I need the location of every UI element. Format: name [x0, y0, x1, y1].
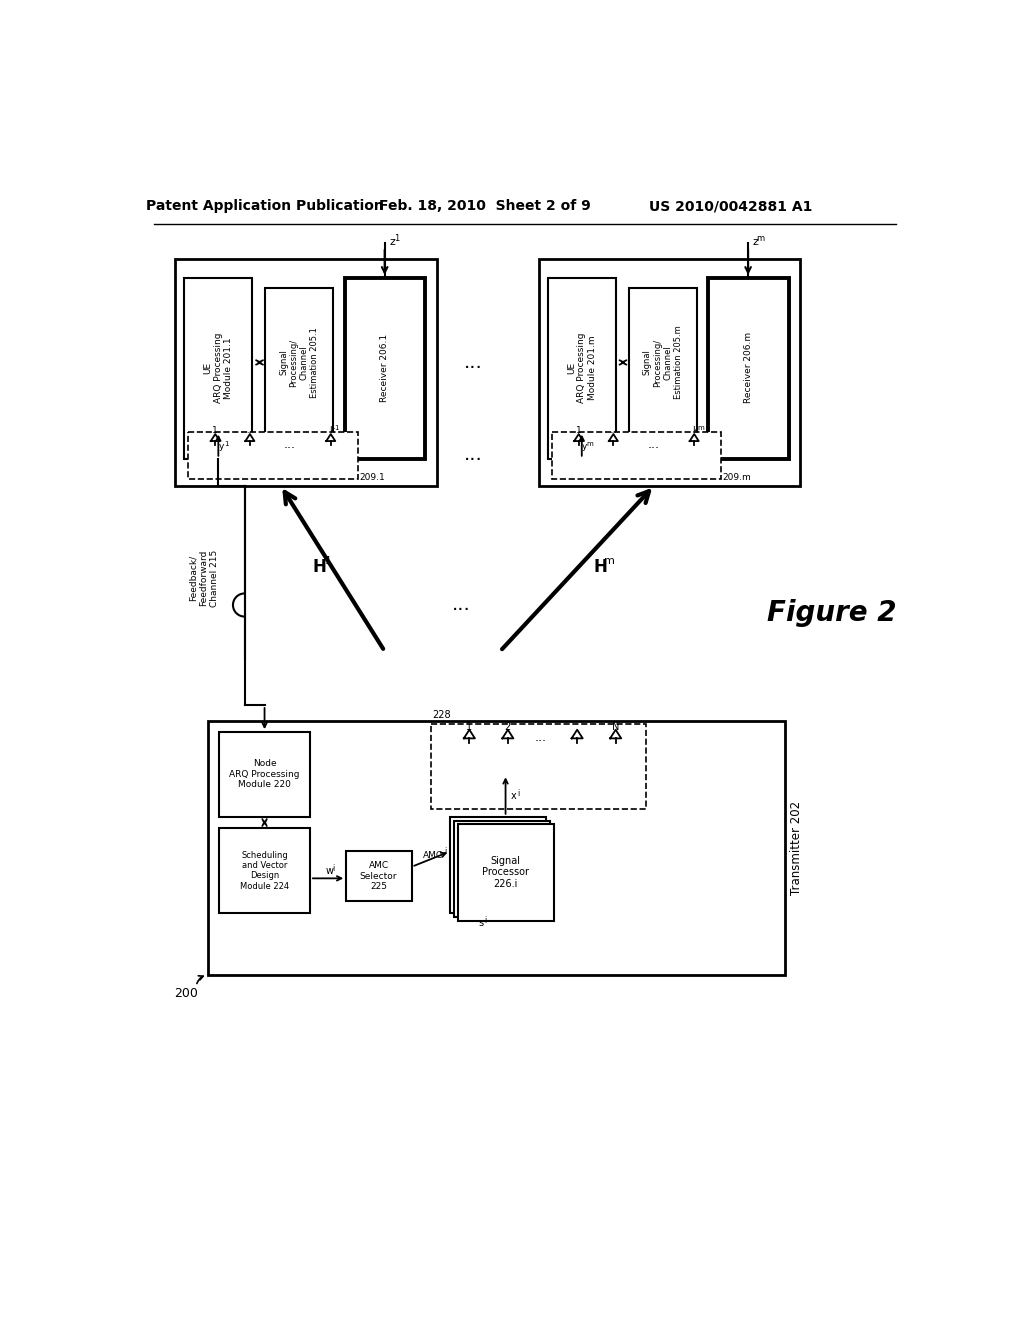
Text: 1: 1 — [575, 426, 582, 434]
Text: 2: 2 — [505, 722, 511, 731]
Text: s: s — [478, 917, 483, 928]
Text: Receiver 206.m: Receiver 206.m — [743, 333, 753, 404]
Text: Signal
Processor
226.i: Signal Processor 226.i — [482, 855, 529, 888]
Bar — [345, 277, 425, 459]
Text: ...: ... — [453, 595, 471, 615]
Text: Patent Application Publication: Patent Application Publication — [146, 199, 384, 213]
Text: ...: ... — [284, 438, 296, 451]
Text: H: H — [312, 557, 327, 576]
Text: y: y — [583, 442, 588, 451]
Text: i: i — [517, 789, 520, 799]
Text: Signal
Processing/
Channel
Estimation 205.m: Signal Processing/ Channel Estimation 20… — [642, 326, 683, 400]
Text: i: i — [444, 847, 446, 855]
Bar — [539, 259, 801, 486]
Text: ...: ... — [246, 426, 254, 434]
Text: UE
ARQ Processing
Module 201.m: UE ARQ Processing Module 201.m — [567, 333, 597, 403]
Bar — [454, 821, 550, 917]
Text: 209.m: 209.m — [723, 474, 752, 482]
Text: ...: ... — [464, 352, 482, 372]
Bar — [219, 733, 310, 817]
Bar — [265, 288, 333, 438]
Text: 1: 1 — [224, 441, 228, 447]
Bar — [451, 817, 547, 913]
Text: i: i — [484, 916, 486, 925]
Text: Transmitter 202: Transmitter 202 — [791, 800, 803, 895]
Text: i: i — [333, 863, 335, 873]
Text: k: k — [692, 426, 697, 434]
Text: AMC: AMC — [423, 851, 443, 859]
Bar — [458, 825, 554, 921]
Text: UE
ARQ Processing
Module 201.1: UE ARQ Processing Module 201.1 — [204, 333, 233, 403]
Text: y: y — [219, 442, 224, 451]
Text: k: k — [329, 426, 334, 434]
Text: H: H — [593, 557, 607, 576]
Text: Signal
Processing/
Channel
Estimation 205.1: Signal Processing/ Channel Estimation 20… — [280, 327, 319, 397]
Text: 1: 1 — [335, 425, 339, 430]
Text: z: z — [753, 236, 759, 247]
Text: 1: 1 — [325, 556, 332, 566]
Text: 1: 1 — [466, 722, 472, 731]
Text: m: m — [586, 441, 593, 447]
Bar — [708, 277, 788, 459]
Text: AMC
Selector
225: AMC Selector 225 — [359, 861, 397, 891]
Text: w: w — [326, 866, 333, 875]
Bar — [184, 277, 252, 459]
Text: ...: ... — [647, 438, 659, 451]
Bar — [431, 725, 646, 809]
Text: ...: ... — [464, 445, 482, 465]
Bar — [548, 277, 615, 459]
Bar — [629, 288, 696, 438]
Text: Receiver 206.1: Receiver 206.1 — [380, 334, 389, 401]
Text: N: N — [612, 722, 620, 731]
Text: x: x — [511, 791, 517, 801]
Text: Scheduling
and Vector
Design
Module 224: Scheduling and Vector Design Module 224 — [240, 850, 289, 891]
Text: z: z — [389, 236, 395, 247]
FancyArrowPatch shape — [197, 975, 203, 983]
Text: Node
ARQ Processing
Module 220: Node ARQ Processing Module 220 — [229, 759, 300, 789]
Text: m: m — [697, 425, 703, 430]
Bar — [175, 259, 437, 486]
Text: ...: ... — [535, 731, 547, 744]
Text: 200: 200 — [174, 987, 198, 1001]
Bar — [188, 432, 357, 479]
Text: Figure 2: Figure 2 — [767, 599, 896, 627]
Bar — [552, 432, 721, 479]
Text: 1: 1 — [212, 426, 218, 434]
Text: 209.1: 209.1 — [359, 474, 385, 482]
Text: ...: ... — [609, 426, 617, 434]
Text: 228: 228 — [432, 710, 451, 721]
Bar — [346, 851, 412, 902]
Bar — [208, 721, 785, 974]
Text: m: m — [757, 234, 765, 243]
Text: m: m — [604, 556, 615, 566]
Text: US 2010/0042881 A1: US 2010/0042881 A1 — [649, 199, 813, 213]
Text: 1: 1 — [394, 234, 399, 243]
Text: Feb. 18, 2010  Sheet 2 of 9: Feb. 18, 2010 Sheet 2 of 9 — [379, 199, 591, 213]
Text: Feedback/
Feedforward
Channel 215: Feedback/ Feedforward Channel 215 — [188, 549, 218, 607]
Bar — [219, 829, 310, 913]
